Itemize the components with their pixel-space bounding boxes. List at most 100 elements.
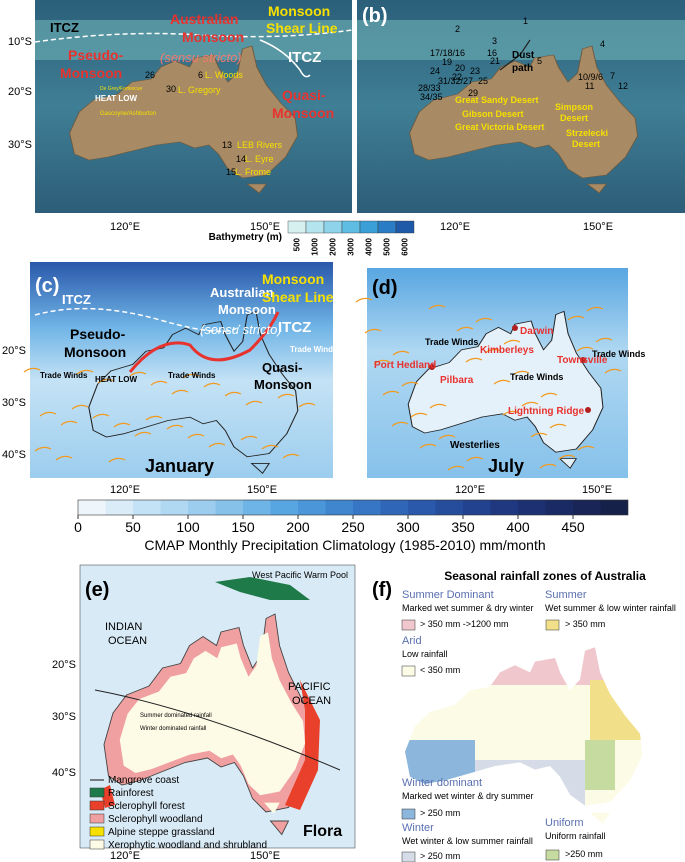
map-label: Alpine steppe grassland bbox=[108, 827, 215, 838]
colorbar-cell bbox=[188, 500, 216, 515]
monsoon-trough bbox=[128, 311, 280, 373]
colorbar-cell bbox=[243, 500, 271, 515]
wind-arrow bbox=[55, 455, 73, 461]
legend-swatch bbox=[545, 619, 560, 631]
map-label: Winter dominant bbox=[402, 777, 482, 789]
map-label: Monsoon bbox=[64, 344, 126, 360]
map-label: 20°S bbox=[2, 345, 26, 357]
map-label: L. Gregory bbox=[178, 85, 221, 95]
rainfall-divide bbox=[94, 689, 341, 771]
colorbar-cell bbox=[270, 500, 298, 515]
site bbox=[512, 325, 518, 331]
colorbar-tick-label: 450 bbox=[561, 519, 585, 535]
wind-arrow bbox=[576, 346, 594, 352]
map-label: 24 bbox=[430, 66, 440, 76]
map-label: 7 bbox=[610, 71, 615, 81]
map-label: Pilbara bbox=[440, 375, 474, 386]
map-label: (a) bbox=[4, 5, 28, 27]
map-label: Gascoyne/Ashburton bbox=[100, 111, 156, 117]
colorbar-tick-label: 100 bbox=[176, 519, 200, 535]
wind-arrow bbox=[113, 422, 131, 428]
wind-arrow bbox=[465, 357, 483, 363]
wind-arrow bbox=[558, 454, 576, 460]
colorbar-tick-label: 250 bbox=[341, 519, 365, 535]
map-label: < 350 mm bbox=[420, 665, 460, 675]
map-label: ITCZ bbox=[62, 292, 91, 307]
map-label: L. Woods bbox=[205, 70, 243, 80]
wind-arrow bbox=[145, 415, 163, 421]
colorbar-cell bbox=[215, 500, 243, 515]
map-label: LEB Rivers bbox=[237, 140, 283, 150]
map-label: 26 bbox=[145, 70, 155, 80]
wind-arrow bbox=[282, 453, 300, 459]
map-label: Monsoon bbox=[218, 302, 276, 317]
map-label: 4 bbox=[600, 39, 605, 49]
map-label: 19 bbox=[442, 57, 452, 67]
sclerophyll-forest bbox=[285, 680, 320, 810]
map-label: (b) bbox=[362, 5, 388, 27]
map-label: Quasi- bbox=[262, 360, 302, 375]
colorbar-tick-label: 200 bbox=[286, 519, 310, 535]
colorbar-cell bbox=[490, 500, 518, 515]
colorbar-cell bbox=[160, 500, 188, 515]
map-label: 28/33 bbox=[418, 83, 441, 93]
map-label: Darwin bbox=[520, 326, 553, 337]
wind-arrow bbox=[530, 432, 548, 438]
map-label: Mangrove coast bbox=[108, 775, 179, 786]
map-label: path bbox=[512, 63, 533, 74]
map-label: (c) bbox=[35, 275, 59, 297]
colorbar-tick-label: 150 bbox=[231, 519, 255, 535]
map-label: 11 bbox=[585, 81, 594, 91]
wind-arrow bbox=[108, 457, 126, 463]
map-label: Trade Winds bbox=[168, 371, 216, 380]
zone-uniform bbox=[585, 740, 615, 790]
map-label: 120°E bbox=[110, 484, 140, 496]
map-label: HEAT LOW bbox=[95, 94, 138, 103]
wind-arrow bbox=[208, 442, 226, 448]
wind-arrow bbox=[502, 410, 520, 416]
site bbox=[580, 357, 586, 363]
map-label: 10/9/6 bbox=[578, 72, 603, 82]
map-label: > 350 mm ->1200 mm bbox=[420, 619, 509, 629]
map-label: 25 bbox=[478, 76, 488, 86]
map-label: 30 bbox=[166, 84, 176, 94]
map-label: Winter dominated rainfall bbox=[140, 726, 206, 732]
map-label: Monsoon bbox=[262, 271, 324, 287]
legend-swatch bbox=[401, 665, 416, 677]
map-label: (d) bbox=[372, 277, 398, 299]
wind-arrow bbox=[60, 420, 78, 426]
map-label: 120°E bbox=[440, 221, 470, 233]
wind-arrow bbox=[187, 433, 205, 439]
map-label: Monsoon bbox=[182, 29, 244, 45]
map-label: Kimberleys bbox=[480, 345, 534, 356]
map-label: > 350 mm bbox=[565, 619, 605, 629]
wind-arrow bbox=[595, 337, 613, 343]
legend-swatch bbox=[401, 808, 416, 820]
map-label: > 250 mm bbox=[420, 808, 460, 818]
map-label: 1 bbox=[523, 16, 528, 26]
map-label: Trade Winds bbox=[40, 371, 88, 380]
map-label: 22 bbox=[452, 72, 462, 82]
colorbar-cell bbox=[325, 500, 353, 515]
map-label: 3 bbox=[492, 36, 497, 46]
legend-swatch bbox=[401, 619, 416, 631]
map-label: Townsville bbox=[557, 355, 608, 366]
wind-arrow bbox=[364, 328, 382, 334]
wind-arrow bbox=[382, 390, 400, 396]
map-label: July bbox=[488, 456, 524, 476]
colorbar-cell bbox=[305, 220, 325, 234]
wind-arrow bbox=[97, 378, 115, 384]
legend-swatch bbox=[89, 813, 105, 824]
map-label: Arid bbox=[402, 635, 422, 647]
wind-arrow bbox=[521, 401, 539, 407]
colorbar-cell bbox=[341, 220, 361, 234]
map-label: 150°E bbox=[250, 221, 280, 233]
map-label: 40°S bbox=[2, 449, 26, 461]
wind-arrow bbox=[298, 402, 316, 408]
wind-arrow bbox=[401, 381, 419, 387]
map-label: Great Sandy Desert bbox=[455, 95, 539, 105]
panel-d bbox=[367, 268, 628, 478]
colorbar-cell bbox=[287, 220, 307, 234]
map-label: Winter bbox=[402, 822, 434, 834]
wind-arrow bbox=[261, 444, 279, 450]
